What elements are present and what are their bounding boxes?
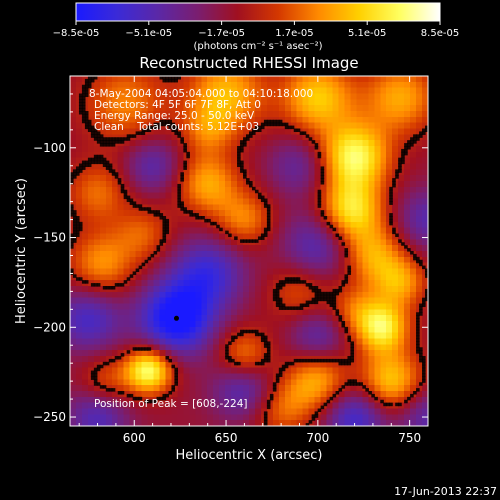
heatmap-contours — [70, 76, 428, 426]
colorbar-tick-labels: −8.5e-05 −5.1e-05 −1.7e-05 1.7e-05 5.1e-05 8.… — [53, 28, 460, 39]
y-axis-title: Heliocentric Y (arcsec) — [14, 178, 29, 324]
colorbar-tick-label: −5.1e-05 — [125, 28, 172, 39]
peak-position-label: Position of Peak = [608,-224] — [94, 398, 248, 410]
observation-info: 8-May-2004 04:05:04.000 to 04:10:18.000 … — [89, 88, 313, 410]
date-stamp: 17-Jun-2013 22:37 — [394, 485, 497, 498]
y-tick-label: −250 — [33, 410, 66, 424]
plot-title: Reconstructed RHESSI Image — [139, 54, 358, 72]
x-tick-label: 650 — [215, 431, 238, 445]
info-time: 8-May-2004 04:05:04.000 to 04:10:18.000 — [89, 88, 313, 100]
info-energy: Energy Range: 25.0 - 50.0 keV — [94, 110, 255, 122]
colorbar-tick-label: 1.7e-05 — [275, 28, 313, 39]
peak-marker — [173, 315, 179, 321]
y-axis-ticks: −100 −150 −200 −250 — [33, 75, 428, 424]
plot-area — [70, 76, 428, 426]
colorbar-tick-label: 5.1e-05 — [348, 28, 386, 39]
x-tick-label: 700 — [306, 431, 329, 445]
colorbar-tick-label: 8.5e-05 — [421, 28, 459, 39]
info-method: Clean Total counts: 5.12E+03 — [94, 121, 259, 133]
colorbar-tick-label: −8.5e-05 — [53, 28, 100, 39]
colorbar-unit-label: (photons cm⁻² s⁻¹ asec⁻²) — [193, 41, 322, 52]
y-tick-label: −150 — [33, 231, 66, 245]
x-axis-ticks: 600 650 700 750 — [78, 76, 429, 445]
colorbar-ticks — [75, 21, 441, 25]
y-tick-label: −100 — [33, 141, 66, 155]
x-tick-label: 600 — [123, 431, 146, 445]
x-axis-title: Heliocentric X (arcsec) — [176, 448, 323, 463]
colorbar-gradient — [75, 2, 441, 22]
colorbar-tick-label: −1.7e-05 — [198, 28, 245, 39]
info-detectors: Detectors: 4F 5F 6F 7F 8F, Att 0 — [94, 99, 261, 111]
y-tick-label: −200 — [33, 320, 66, 334]
colorbar: −8.5e-05 −5.1e-05 −1.7e-05 1.7e-05 5.1e-05 8.… — [53, 2, 460, 52]
x-tick-label: 750 — [398, 431, 421, 445]
plot-frame — [69, 75, 429, 427]
